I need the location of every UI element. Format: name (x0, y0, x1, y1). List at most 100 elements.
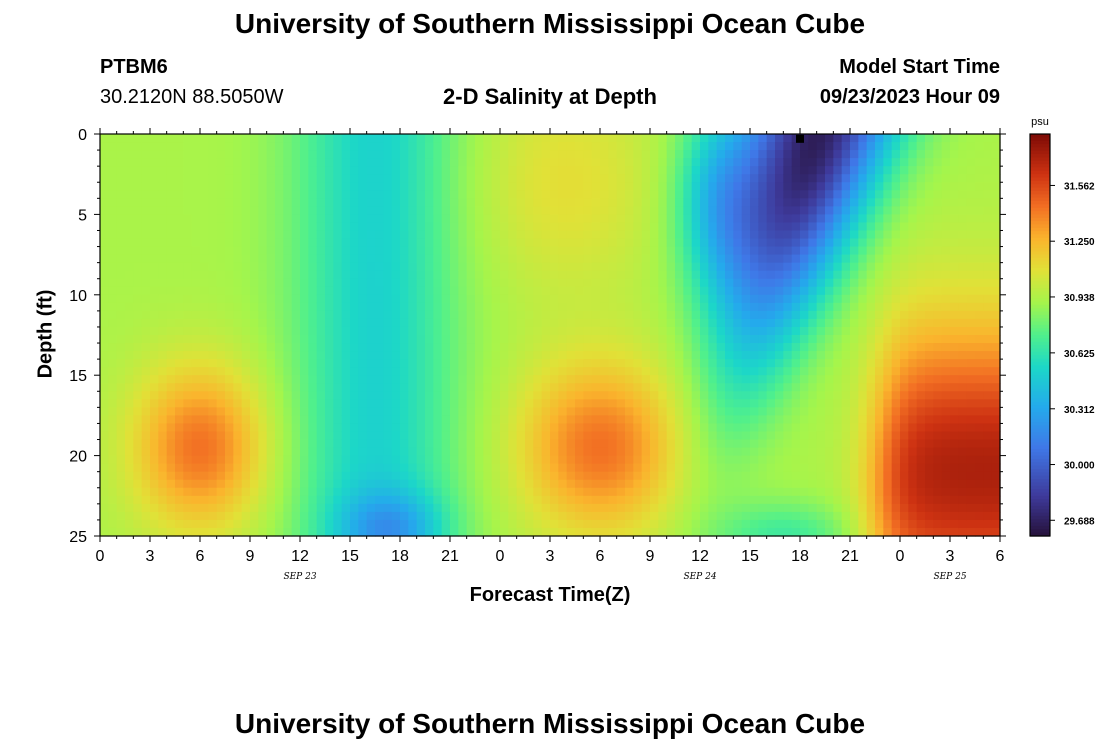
heatmap-cell (708, 246, 718, 256)
heatmap-cell (500, 158, 509, 167)
heatmap-cell (658, 214, 668, 224)
heatmap-cell (416, 415, 426, 425)
heatmap-cell (841, 431, 851, 441)
heatmap-cell (533, 527, 543, 537)
heatmap-cell (225, 375, 234, 384)
heatmap-cell (700, 270, 709, 280)
heatmap-cell (633, 134, 643, 143)
heatmap-cell (708, 302, 718, 312)
heatmap-cell (591, 335, 601, 344)
heatmap-cell (458, 150, 468, 159)
heatmap-cell (233, 142, 243, 151)
heatmap-cell (816, 238, 826, 248)
heatmap-cell (833, 190, 843, 199)
heatmap-cell (275, 206, 284, 215)
heatmap-cell (300, 383, 309, 392)
heatmap-cell (425, 286, 434, 296)
heatmap-cell (791, 463, 801, 473)
heatmap-cell (816, 158, 826, 167)
heatmap-cell (566, 206, 576, 215)
heatmap-cell (783, 487, 793, 497)
heatmap-cell (633, 431, 643, 441)
heatmap-cell (375, 463, 384, 473)
heatmap-cell (800, 431, 809, 441)
heatmap-cell (400, 455, 409, 465)
heatmap-cell (633, 318, 643, 328)
heatmap-cell (366, 214, 376, 224)
heatmap-cell (475, 415, 484, 425)
heatmap-cell (908, 206, 918, 215)
heatmap-cell (916, 302, 926, 312)
heatmap-cell (308, 166, 318, 175)
heatmap-cell (316, 487, 326, 497)
heatmap-cell (775, 375, 784, 384)
heatmap-cell (533, 214, 543, 224)
heatmap-cell (358, 447, 368, 457)
heatmap-cell (816, 455, 826, 465)
heatmap-cell (650, 222, 659, 232)
heatmap-cell (866, 270, 876, 280)
heatmap-cell (416, 150, 426, 159)
heatmap-cell (491, 351, 501, 360)
heatmap-cell (675, 479, 684, 489)
heatmap-cell (900, 471, 909, 481)
heatmap-cell (733, 214, 743, 224)
heatmap-cell (783, 519, 793, 529)
heatmap-cell (108, 174, 118, 183)
heatmap-cell (758, 415, 768, 425)
heatmap-cell (175, 238, 184, 248)
heatmap-cell (916, 479, 926, 489)
heatmap-cell (758, 335, 768, 344)
heatmap-cell (433, 455, 443, 465)
heatmap-cell (858, 182, 868, 191)
heatmap-cell (191, 495, 201, 505)
heatmap-cell (341, 254, 351, 264)
heatmap-cell (808, 439, 818, 449)
heatmap-cell (291, 335, 301, 344)
heatmap-cell (808, 270, 818, 280)
heatmap-cell (266, 326, 276, 336)
heatmap-cell (483, 214, 493, 224)
heatmap-cell (658, 158, 668, 167)
heatmap-cell (583, 278, 593, 288)
heatmap-cell (708, 527, 718, 537)
heatmap-cell (875, 431, 884, 441)
heatmap-cell (100, 343, 109, 352)
heatmap-cell (891, 150, 901, 159)
heatmap-cell (750, 318, 759, 328)
heatmap-cell (733, 246, 743, 256)
heatmap-cell (483, 206, 493, 215)
heatmap-cell (633, 278, 643, 288)
heatmap-cell (658, 495, 668, 505)
heatmap-cell (558, 383, 568, 392)
heatmap-cell (458, 495, 468, 505)
heatmap-cell (108, 302, 118, 312)
heatmap-cell (791, 198, 801, 207)
heatmap-cell (633, 254, 643, 264)
heatmap-cell (591, 166, 601, 175)
heatmap-cell (175, 326, 184, 336)
heatmap-cell (533, 278, 543, 288)
heatmap-cell (741, 158, 751, 167)
heatmap-cell (100, 375, 109, 384)
heatmap-cell (450, 310, 459, 320)
heatmap-cell (900, 399, 909, 408)
heatmap-cell (475, 246, 484, 256)
heatmap-cell (533, 302, 543, 312)
heatmap-cell (758, 383, 768, 392)
heatmap-cell (783, 174, 793, 183)
heatmap-cell (350, 463, 359, 473)
heatmap-cell (250, 503, 259, 513)
heatmap-cell (341, 447, 351, 457)
heatmap-cell (700, 351, 709, 360)
heatmap-cell (433, 294, 443, 304)
heatmap-cell (841, 519, 851, 529)
heatmap-cell (891, 174, 901, 183)
heatmap-cell (100, 359, 109, 368)
heatmap-cell (533, 431, 543, 441)
heatmap-cell (216, 254, 226, 264)
heatmap-cell (558, 238, 568, 248)
heatmap-cell (708, 503, 718, 513)
heatmap-cell (533, 150, 543, 159)
heatmap-cell (716, 246, 726, 256)
